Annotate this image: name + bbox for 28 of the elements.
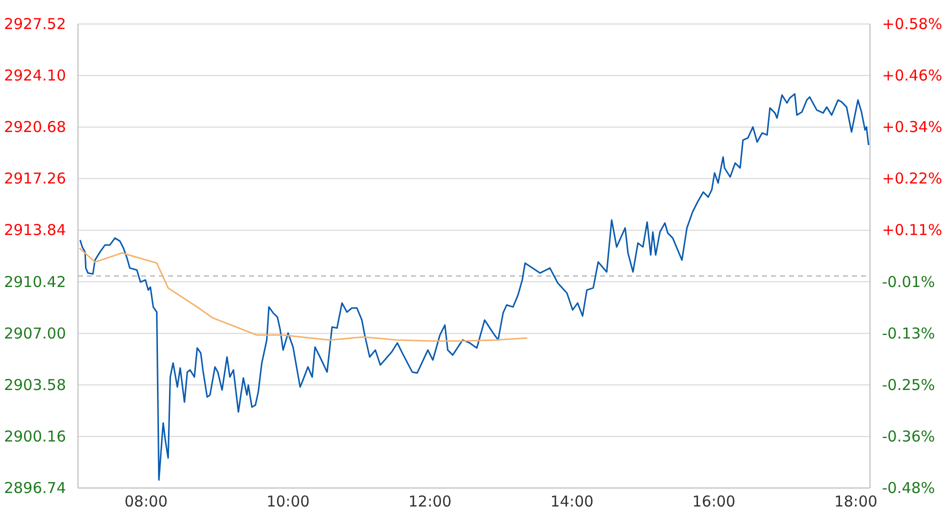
y2-tick-label: +0.58% [882, 15, 942, 33]
y2-tick-label: -0.25% [882, 376, 936, 394]
y-tick-label: 2907.00 [4, 324, 66, 342]
x-tick-label: 18:00 [834, 492, 878, 511]
y2-tick-label: +0.34% [882, 118, 942, 136]
line-series [79, 93, 870, 481]
y-tick-label: 2927.52 [4, 15, 66, 33]
y2-tick-label: -0.36% [882, 427, 936, 446]
y-tick-label: 2924.10 [4, 66, 66, 85]
line-series [78, 247, 528, 342]
y-tick-label: 2903.58 [4, 376, 66, 394]
y-tick-label: 2913.84 [4, 221, 66, 240]
x-tick-label: 12:00 [408, 492, 452, 511]
x-tick-label: 08:00 [124, 492, 168, 511]
x-tick-label: 16:00 [692, 492, 736, 511]
y2-tick-label: -0.01% [882, 272, 936, 291]
y2-tick-label: +0.46% [882, 66, 942, 85]
x-tick-label: 10:00 [266, 492, 310, 511]
y-tick-label: 2910.42 [4, 272, 66, 291]
y-tick-label: 2917.26 [4, 170, 66, 188]
x-tick-label: 14:00 [550, 492, 594, 511]
y2-tick-label: -0.13% [882, 324, 936, 342]
y2-tick-label: +0.11% [882, 221, 942, 240]
y2-tick-label: +0.22% [882, 170, 942, 188]
y-tick-label: 2920.68 [4, 118, 66, 136]
y2-tick-label: -0.48% [882, 479, 936, 497]
y-tick-label: 2900.16 [4, 427, 66, 446]
y-tick-label: 2896.74 [4, 479, 66, 497]
